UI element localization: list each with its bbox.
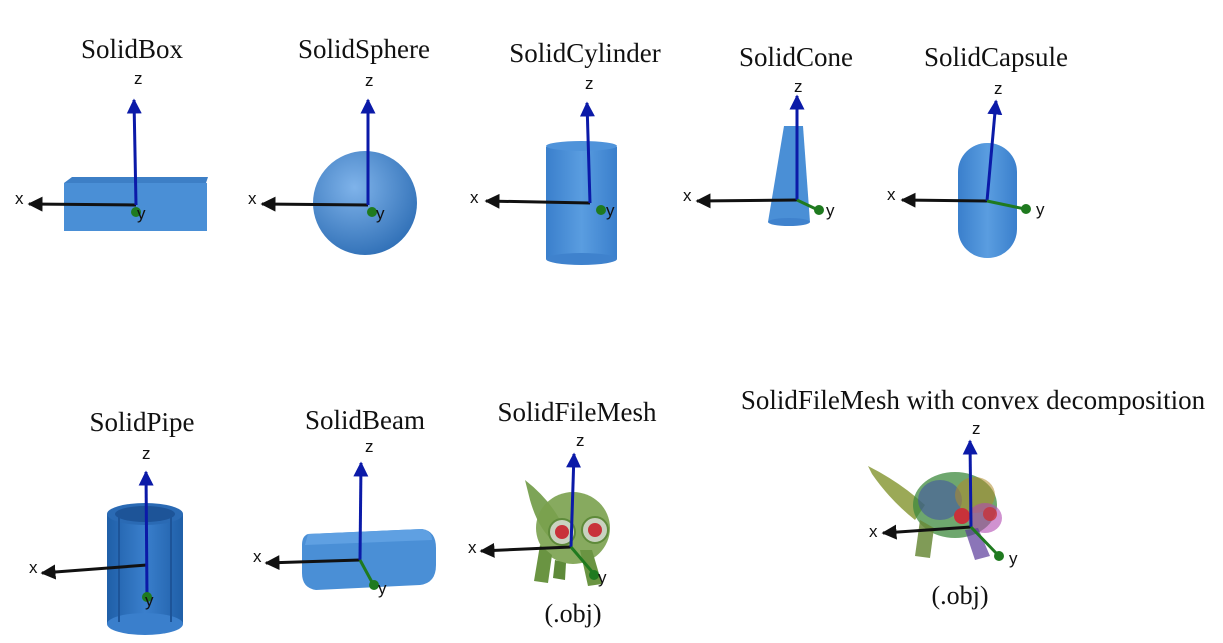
- x-axis-arrow: [264, 555, 361, 571]
- z-axis-label: z: [994, 79, 1003, 98]
- y-axis-label: y: [598, 568, 607, 587]
- x-axis-arrow: [484, 193, 591, 209]
- shape-cylinder: SolidCylinder x z y: [470, 38, 661, 265]
- shape-title: SolidSphere: [298, 34, 430, 64]
- x-axis-arrow: [695, 193, 798, 209]
- axes-triad: x z y: [887, 79, 1045, 219]
- shape-filemesh: SolidFileMesh x z y (.obj): [468, 397, 657, 628]
- x-axis-label: x: [248, 189, 257, 208]
- shape-cone: SolidCone x z y: [683, 42, 853, 226]
- y-axis-marker: [369, 580, 379, 590]
- shape-box: SolidBox x z y: [15, 34, 208, 231]
- x-axis-label: x: [869, 522, 878, 541]
- z-axis-label: z: [142, 444, 151, 463]
- box-solid: [64, 177, 208, 231]
- cone-solid: [768, 126, 810, 226]
- z-axis-arrow: [566, 452, 582, 548]
- shape-filemesh-convex: SolidFileMesh with convex decomposition …: [741, 385, 1206, 610]
- z-axis-label: z: [585, 74, 594, 93]
- x-axis-label: x: [253, 547, 262, 566]
- shape-title: SolidCone: [739, 42, 853, 72]
- x-axis-arrow: [40, 563, 148, 580]
- z-axis-label: z: [365, 71, 374, 90]
- y-axis-marker: [367, 207, 377, 217]
- y-axis-label: y: [1036, 200, 1045, 219]
- y-axis-label: y: [826, 201, 835, 220]
- y-axis-marker: [814, 205, 824, 215]
- x-axis-label: x: [683, 186, 692, 205]
- axes-triad: x z y: [15, 69, 146, 223]
- beam-solid: [302, 529, 436, 590]
- shape-title: SolidFileMesh: [497, 397, 657, 427]
- y-axis-label: y: [145, 591, 154, 610]
- y-axis-marker: [1021, 204, 1031, 214]
- axes-triad: x z y: [470, 74, 615, 220]
- y-axis-marker: [131, 207, 141, 217]
- shape-beam: SolidBeam x z y: [253, 405, 436, 598]
- shape-title: SolidFileMesh with convex decomposition: [741, 385, 1206, 415]
- shape-title: SolidBox: [81, 34, 184, 64]
- y-axis-label: y: [1009, 549, 1018, 568]
- z-axis-arrow: [579, 101, 595, 204]
- chameleon-convex-mesh: [868, 466, 1002, 560]
- y-axis-marker: [589, 570, 599, 580]
- y-axis-label: y: [376, 204, 385, 223]
- z-axis-arrow: [126, 98, 142, 206]
- z-axis-label: z: [365, 437, 374, 456]
- shape-sphere: SolidSphere x z y: [248, 34, 430, 255]
- x-axis-label: x: [15, 189, 24, 208]
- y-axis-label: y: [606, 201, 615, 220]
- shape-title: SolidCylinder: [509, 38, 661, 68]
- y-axis-marker: [142, 592, 152, 602]
- x-axis-label: x: [887, 185, 896, 204]
- x-axis-arrow: [260, 196, 369, 212]
- axes-triad: x z y: [29, 444, 154, 610]
- x-axis-label: x: [29, 558, 38, 577]
- axes-triad: x z y: [248, 71, 385, 223]
- z-axis-arrow: [985, 99, 1003, 202]
- axes-triad: x z y: [683, 77, 835, 220]
- x-axis-arrow: [900, 192, 988, 208]
- axes-triad: x z y: [869, 419, 1018, 568]
- shape-capsule: SolidCapsule x z y: [887, 42, 1068, 258]
- shape-pipe: SolidPipe x z y: [29, 407, 195, 635]
- sphere-solid: [313, 151, 417, 255]
- axes-triad: x z y: [253, 437, 387, 598]
- z-axis-arrow: [962, 439, 978, 528]
- z-axis-arrow: [138, 470, 154, 598]
- x-axis-label: x: [468, 538, 477, 557]
- y-axis-label: y: [137, 204, 146, 223]
- y-axis-label: y: [378, 579, 387, 598]
- x-axis-arrow: [881, 524, 972, 540]
- shape-title: SolidCapsule: [924, 42, 1068, 72]
- x-axis-arrow: [27, 196, 137, 212]
- y-axis-marker: [994, 551, 1004, 561]
- y-axis-marker: [596, 205, 606, 215]
- z-axis-label: z: [134, 69, 143, 88]
- z-axis-label: z: [794, 77, 803, 96]
- z-axis-label: z: [972, 419, 981, 438]
- shape-caption: (.obj): [544, 599, 601, 628]
- x-axis-label: x: [470, 188, 479, 207]
- x-axis-arrow: [479, 542, 572, 558]
- axes-triad: x z y: [468, 431, 607, 587]
- z-axis-label: z: [576, 431, 585, 450]
- shape-caption: (.obj): [931, 581, 988, 610]
- shape-title: SolidBeam: [305, 405, 425, 435]
- shape-title: SolidPipe: [89, 407, 194, 437]
- z-axis-arrow: [353, 461, 369, 561]
